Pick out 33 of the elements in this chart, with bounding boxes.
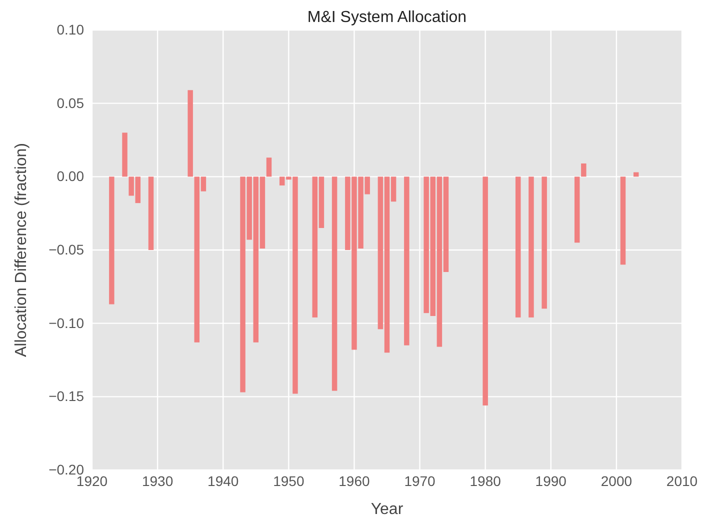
x-tick-label: 1970 xyxy=(404,472,436,489)
x-axis-title: Year xyxy=(370,501,404,518)
bar xyxy=(332,176,338,391)
y-tick-label: −0.20 xyxy=(48,461,84,478)
bar xyxy=(266,158,272,177)
x-tick-label: 1960 xyxy=(338,472,370,489)
y-tick-label: 0.10 xyxy=(56,21,84,38)
bar xyxy=(148,176,154,250)
bar xyxy=(620,176,626,265)
bar xyxy=(482,176,488,406)
x-tick-label: 1950 xyxy=(273,472,304,489)
y-tick-label: 0.05 xyxy=(56,94,84,111)
x-tick-label: 2010 xyxy=(666,472,698,489)
y-tick-label: −0.10 xyxy=(48,314,84,331)
bar xyxy=(404,176,410,346)
bar xyxy=(109,176,114,304)
x-tick-label: 2000 xyxy=(600,472,632,489)
chart-title: M&I System Allocation xyxy=(307,9,467,26)
bar xyxy=(515,176,521,318)
bar xyxy=(188,90,193,177)
x-tick-label: 1980 xyxy=(470,472,502,489)
x-tick-label: 1940 xyxy=(208,472,239,489)
bar xyxy=(122,132,128,177)
bar xyxy=(528,176,534,318)
y-axis-title: Allocation Difference (fraction) xyxy=(13,142,30,358)
x-tick-label: 1990 xyxy=(535,472,567,489)
x-tick-label: 1930 xyxy=(142,472,174,489)
bar xyxy=(542,176,547,309)
y-tick-label: −0.05 xyxy=(48,241,84,258)
bar xyxy=(574,176,580,243)
y-tick-label: 0.00 xyxy=(56,168,84,184)
y-tick-label: −0.15 xyxy=(48,388,84,404)
bar xyxy=(581,163,586,177)
